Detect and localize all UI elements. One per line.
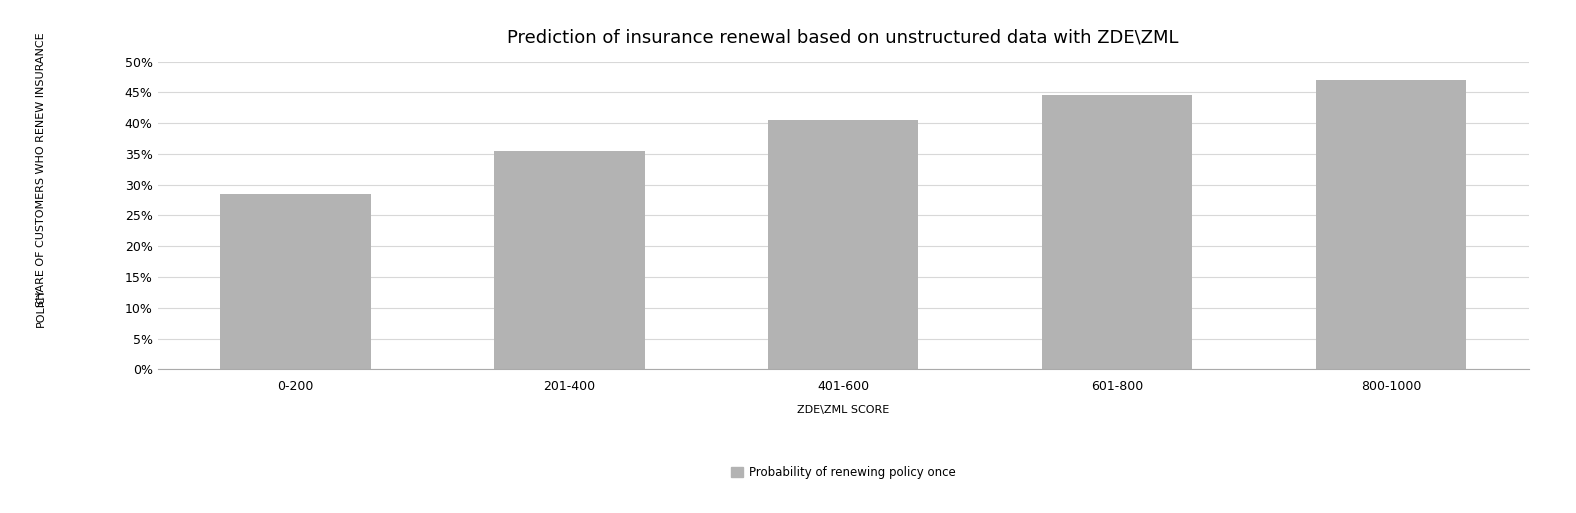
- Bar: [768, 120, 919, 369]
- Text: POLICY: POLICY: [36, 288, 46, 327]
- Legend: Probability of renewing policy once: Probability of renewing policy once: [727, 462, 960, 484]
- Text: SHARE OF CUSTOMERS WHO RENEW INSURANCE: SHARE OF CUSTOMERS WHO RENEW INSURANCE: [36, 32, 46, 307]
- Bar: [1042, 95, 1193, 369]
- Title: Prediction of insurance renewal based on unstructured data with ZDE\ZML: Prediction of insurance renewal based on…: [507, 28, 1179, 46]
- Bar: [493, 151, 645, 369]
- X-axis label: ZDE\ZML SCORE: ZDE\ZML SCORE: [797, 405, 889, 415]
- Bar: [1316, 80, 1466, 369]
- Bar: [221, 194, 370, 369]
